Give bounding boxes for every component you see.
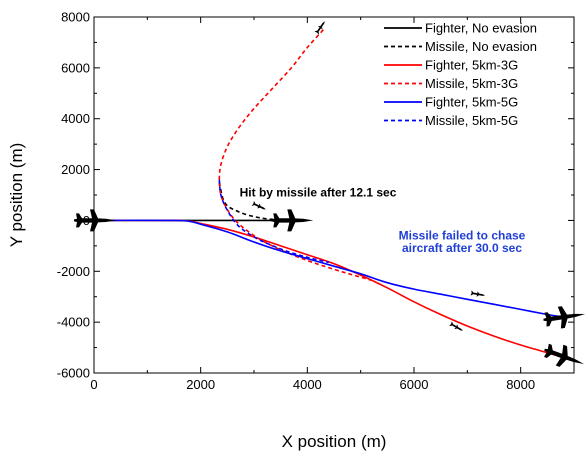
y-axis-title: Y position (m): [7, 143, 26, 248]
x-tick-label: 4000: [293, 377, 322, 392]
annotation-2: Missile failed to chase: [399, 229, 526, 243]
fighter-marker-2: [271, 209, 314, 232]
series-line-4: [218, 29, 372, 281]
y-tick-label: 4000: [61, 111, 90, 126]
plot-area: 02000400060008000-6000-4000-200002000400…: [57, 10, 587, 392]
y-tick-label: 8000: [61, 10, 90, 25]
series-line-6: [218, 179, 329, 264]
legend-label-1: Fighter, No evasion: [425, 21, 537, 36]
annotation-3: aircraft after 30.0 sec: [402, 241, 522, 255]
missile-marker-6: [251, 201, 267, 212]
y-tick-label: -4000: [57, 315, 90, 330]
annotation-layer: Hit by missile after 12.1 sec Missile fai…: [240, 185, 526, 255]
series-line-2: [218, 182, 289, 222]
x-tick-label: 6000: [400, 377, 429, 392]
series-layer: [93, 29, 561, 358]
y-tick-label: 6000: [61, 60, 90, 75]
y-tick-label: 2000: [61, 162, 90, 177]
missile-marker-7: [470, 290, 486, 298]
legend-label-4: Missile, 5km-3G: [425, 76, 518, 91]
fighter-marker-3: [541, 303, 587, 331]
fighter-marker-1: [74, 209, 116, 232]
legend: Fighter, No evasion Missile, No evasion Fi…: [384, 21, 537, 128]
legend-label-6: Missile, 5km-5G: [425, 113, 518, 128]
legend-label-2: Missile, No evasion: [425, 39, 537, 54]
y-tick-label: -2000: [57, 264, 90, 279]
fighter-marker-4: [540, 339, 587, 375]
x-tick-label: 8000: [506, 377, 535, 392]
legend-label-5: Fighter, 5km-5G: [425, 95, 518, 110]
x-axis-title: X position (m): [282, 432, 387, 451]
y-tick-label: -6000: [57, 366, 90, 381]
x-tick-label: 2000: [186, 377, 215, 392]
axis-ticks: 02000400060008000-6000-4000-200002000400…: [57, 10, 574, 392]
series-line-5: [93, 219, 561, 318]
x-tick-label: 0: [90, 377, 97, 392]
annotation-1: Hit by missile after 12.1 sec: [240, 185, 397, 199]
legend-label-3: Fighter, 5km-3G: [425, 58, 518, 73]
